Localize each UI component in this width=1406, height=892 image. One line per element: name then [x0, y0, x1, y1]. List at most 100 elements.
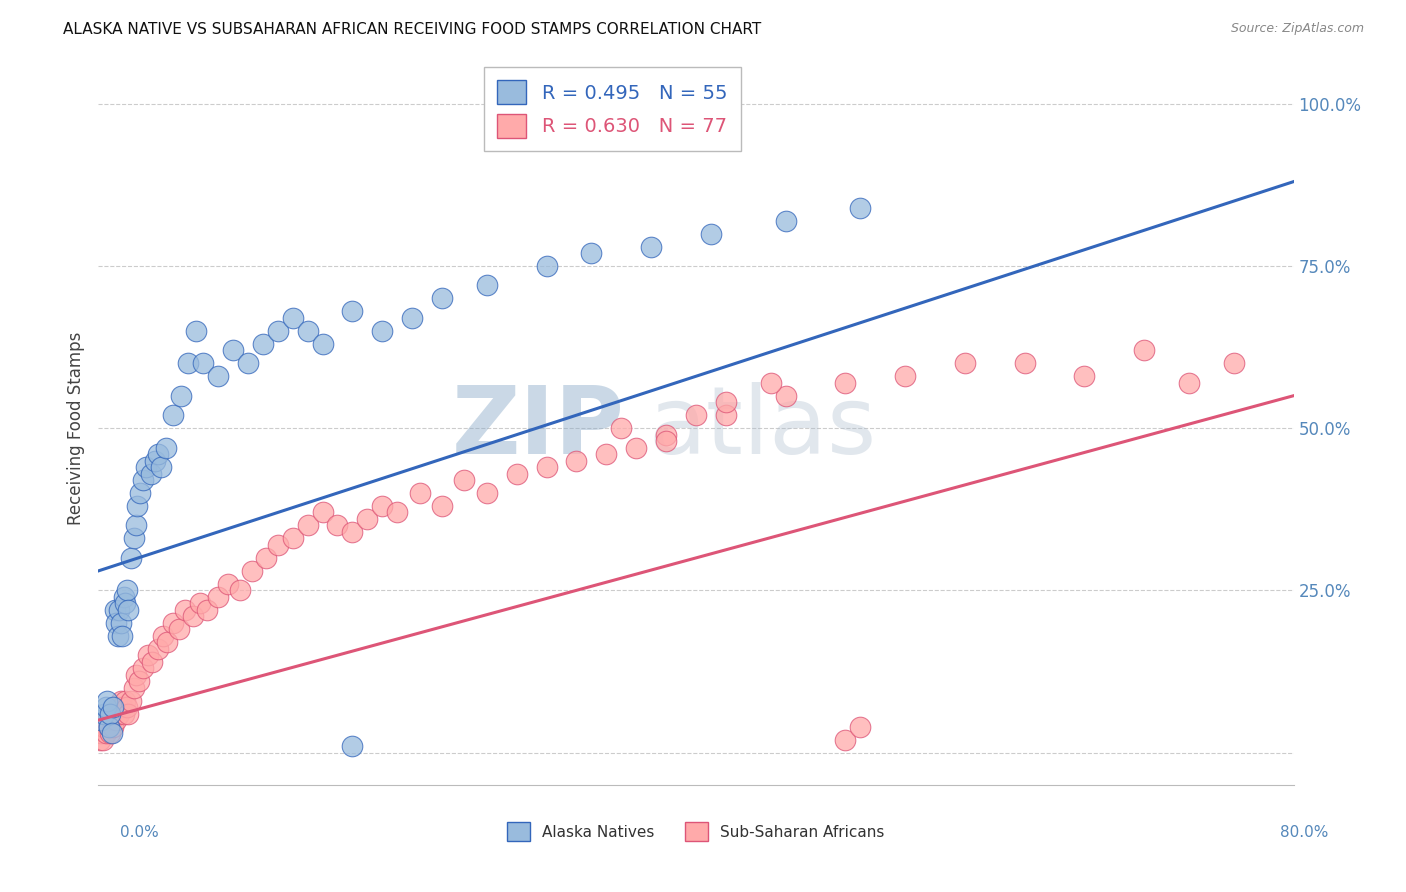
Point — [430, 499, 453, 513]
Point — [834, 376, 856, 390]
Point — [110, 693, 132, 707]
Point — [162, 408, 184, 422]
Point — [565, 453, 588, 467]
Point — [1014, 356, 1036, 370]
Text: Source: ZipAtlas.com: Source: ZipAtlas.com — [1230, 22, 1364, 36]
Point — [96, 693, 118, 707]
Point — [371, 324, 394, 338]
Text: ALASKA NATIVE VS SUBSAHARAN AFRICAN RECEIVING FOOD STAMPS CORRELATION CHART: ALASKA NATIVE VS SUBSAHARAN AFRICAN RECE… — [63, 22, 762, 37]
Point — [115, 583, 138, 598]
Point — [94, 700, 117, 714]
Point — [105, 615, 128, 630]
Point — [342, 304, 364, 318]
Point — [96, 713, 118, 727]
Point — [371, 499, 394, 513]
Point — [385, 506, 409, 520]
Point — [111, 629, 134, 643]
Point — [141, 655, 163, 669]
Point — [640, 239, 662, 253]
Point — [98, 726, 122, 740]
Point — [236, 356, 259, 370]
Point — [184, 324, 207, 338]
Text: 0.0%: 0.0% — [120, 825, 159, 840]
Point — [475, 486, 498, 500]
Point — [297, 518, 319, 533]
Point — [849, 720, 872, 734]
Point — [342, 524, 364, 539]
Point — [97, 720, 120, 734]
Point — [281, 310, 304, 325]
Point — [217, 577, 239, 591]
Point — [240, 564, 263, 578]
Point — [700, 227, 723, 241]
Point — [93, 706, 115, 721]
Point — [610, 421, 633, 435]
Point — [197, 603, 219, 617]
Point — [143, 453, 166, 467]
Point — [125, 667, 148, 681]
Point — [453, 473, 475, 487]
Point — [626, 441, 648, 455]
Point — [401, 310, 423, 325]
Point — [207, 369, 229, 384]
Point — [311, 506, 333, 520]
Point — [536, 460, 558, 475]
Point — [167, 622, 190, 636]
Point — [1223, 356, 1246, 370]
Point — [207, 590, 229, 604]
Point — [152, 629, 174, 643]
Point — [430, 292, 453, 306]
Point — [177, 356, 200, 370]
Point — [162, 615, 184, 630]
Point — [128, 674, 150, 689]
Point — [103, 720, 125, 734]
Point — [98, 706, 122, 721]
Point — [229, 583, 252, 598]
Text: 80.0%: 80.0% — [1281, 825, 1329, 840]
Point — [834, 732, 856, 747]
Text: atlas: atlas — [648, 382, 876, 475]
Point — [115, 700, 138, 714]
Point — [894, 369, 917, 384]
Point — [222, 343, 245, 358]
Point — [1073, 369, 1095, 384]
Point — [93, 720, 115, 734]
Point — [1178, 376, 1201, 390]
Point — [342, 739, 364, 753]
Point — [281, 532, 304, 546]
Point — [101, 713, 124, 727]
Point — [1133, 343, 1156, 358]
Point — [536, 259, 558, 273]
Point — [117, 706, 139, 721]
Point — [97, 720, 120, 734]
Point — [849, 201, 872, 215]
Point — [311, 336, 333, 351]
Point — [101, 726, 124, 740]
Point — [105, 713, 128, 727]
Point — [117, 603, 139, 617]
Point — [252, 336, 274, 351]
Point — [267, 538, 290, 552]
Y-axis label: Receiving Food Stamps: Receiving Food Stamps — [66, 332, 84, 524]
Point — [953, 356, 976, 370]
Point — [132, 661, 155, 675]
Point — [127, 499, 149, 513]
Point — [581, 246, 603, 260]
Point — [148, 447, 170, 461]
Point — [103, 700, 125, 714]
Point — [655, 434, 678, 449]
Point — [150, 460, 173, 475]
Point — [108, 603, 131, 617]
Point — [759, 376, 782, 390]
Point — [111, 700, 134, 714]
Point — [714, 408, 737, 422]
Point — [112, 590, 135, 604]
Point — [104, 706, 127, 721]
Point — [356, 512, 378, 526]
Point — [124, 532, 146, 546]
Point — [135, 460, 157, 475]
Point — [775, 389, 797, 403]
Point — [139, 467, 162, 481]
Point — [155, 441, 177, 455]
Point — [132, 473, 155, 487]
